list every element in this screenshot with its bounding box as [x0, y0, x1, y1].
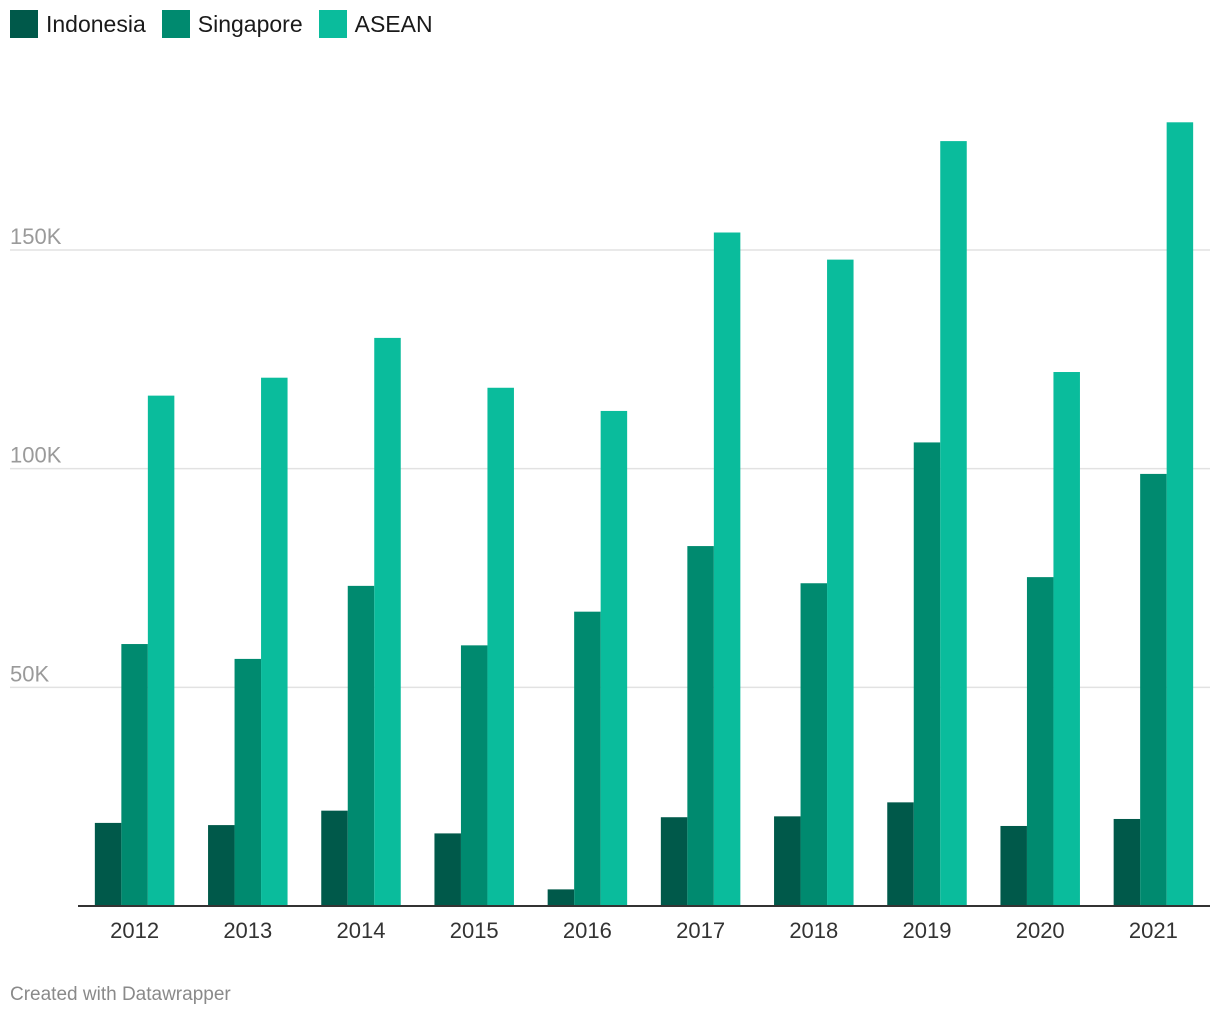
bar-singapore-2019	[913, 442, 941, 906]
bar-asean-2016	[600, 410, 628, 906]
bar-singapore-2017	[687, 546, 714, 906]
y-tick-label: 150K	[10, 224, 62, 249]
y-tick-label: 50K	[10, 661, 49, 686]
bar-indonesia-2013	[208, 825, 235, 906]
bar-singapore-2018	[800, 583, 828, 906]
legend-item-indonesia: Indonesia	[10, 10, 146, 38]
bar-asean-2021	[1166, 122, 1194, 907]
x-tick-label: 2020	[1016, 918, 1065, 943]
legend-swatch-singapore	[161, 10, 190, 38]
x-tick-label: 2013	[223, 918, 272, 943]
bar-indonesia-2012	[94, 822, 122, 906]
legend-item-singapore: Singapore	[161, 10, 303, 38]
legend-swatch-asean	[318, 10, 347, 38]
x-tick-label: 2015	[450, 918, 499, 943]
bar-singapore-2012	[121, 644, 148, 906]
bar-singapore-2013	[234, 658, 262, 906]
bar-asean-2020	[1053, 372, 1080, 906]
bar-singapore-2014	[347, 585, 375, 906]
bar-indonesia-2017	[660, 817, 688, 906]
bar-asean-2012	[147, 395, 175, 906]
bar-asean-2019	[940, 141, 967, 906]
bar-singapore-2021	[1140, 473, 1167, 906]
bar-indonesia-2020	[1000, 825, 1027, 906]
legend-label-indonesia: Indonesia	[46, 10, 146, 37]
x-tick-label: 2016	[563, 918, 612, 943]
bar-indonesia-2015	[434, 833, 461, 906]
bar-indonesia-2016	[547, 889, 575, 906]
x-tick-label: 2018	[789, 918, 838, 943]
bar-asean-2015	[487, 387, 514, 906]
bar-indonesia-2021	[1113, 818, 1141, 906]
chart-legend: Indonesia Singapore ASEAN	[10, 10, 449, 38]
bar-asean-2017	[713, 232, 741, 907]
legend-item-asean: ASEAN	[318, 10, 433, 38]
x-tick-label: 2012	[110, 918, 159, 943]
bar-singapore-2016	[574, 611, 601, 906]
footer-credit: Created with Datawrapper	[10, 984, 231, 1005]
y-tick-label: 100K	[10, 443, 62, 468]
x-tick-label: 2017	[676, 918, 725, 943]
bar-indonesia-2019	[887, 802, 914, 906]
bar-indonesia-2018	[774, 816, 801, 906]
x-tick-label: 2021	[1129, 918, 1178, 943]
legend-swatch-indonesia	[10, 10, 38, 38]
legend-label-singapore: Singapore	[197, 10, 303, 37]
x-tick-label: 2014	[337, 918, 386, 943]
bar-singapore-2015	[460, 645, 488, 906]
bar-asean-2018	[827, 259, 854, 906]
bar-asean-2013	[261, 377, 288, 907]
x-tick-label: 2019	[903, 918, 952, 943]
bar-asean-2014	[374, 337, 401, 906]
bar-indonesia-2014	[321, 810, 348, 906]
bar-singapore-2020	[1026, 577, 1054, 906]
legend-label-asean: ASEAN	[354, 10, 433, 37]
